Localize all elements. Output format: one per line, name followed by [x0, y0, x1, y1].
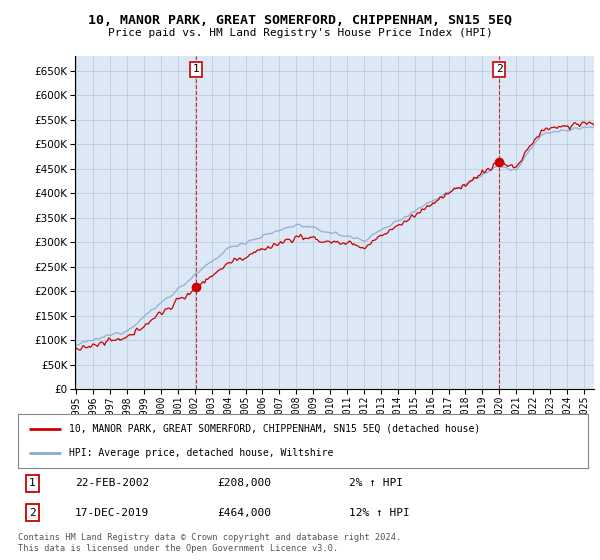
Text: 2: 2: [29, 508, 35, 518]
Text: 10, MANOR PARK, GREAT SOMERFORD, CHIPPENHAM, SN15 5EQ: 10, MANOR PARK, GREAT SOMERFORD, CHIPPEN…: [88, 14, 512, 27]
Text: 2: 2: [496, 64, 503, 74]
Text: 12% ↑ HPI: 12% ↑ HPI: [349, 508, 409, 518]
Text: Price paid vs. HM Land Registry's House Price Index (HPI): Price paid vs. HM Land Registry's House …: [107, 28, 493, 38]
Text: Contains HM Land Registry data © Crown copyright and database right 2024.
This d: Contains HM Land Registry data © Crown c…: [18, 533, 401, 553]
Text: £464,000: £464,000: [218, 508, 271, 518]
Text: £208,000: £208,000: [218, 478, 271, 488]
Text: 17-DEC-2019: 17-DEC-2019: [75, 508, 149, 518]
Text: HPI: Average price, detached house, Wiltshire: HPI: Average price, detached house, Wilt…: [70, 448, 334, 458]
Text: 1: 1: [193, 64, 200, 74]
Text: 2% ↑ HPI: 2% ↑ HPI: [349, 478, 403, 488]
Text: 10, MANOR PARK, GREAT SOMERFORD, CHIPPENHAM, SN15 5EQ (detached house): 10, MANOR PARK, GREAT SOMERFORD, CHIPPEN…: [70, 424, 481, 434]
Text: 1: 1: [29, 478, 35, 488]
Text: 22-FEB-2002: 22-FEB-2002: [75, 478, 149, 488]
